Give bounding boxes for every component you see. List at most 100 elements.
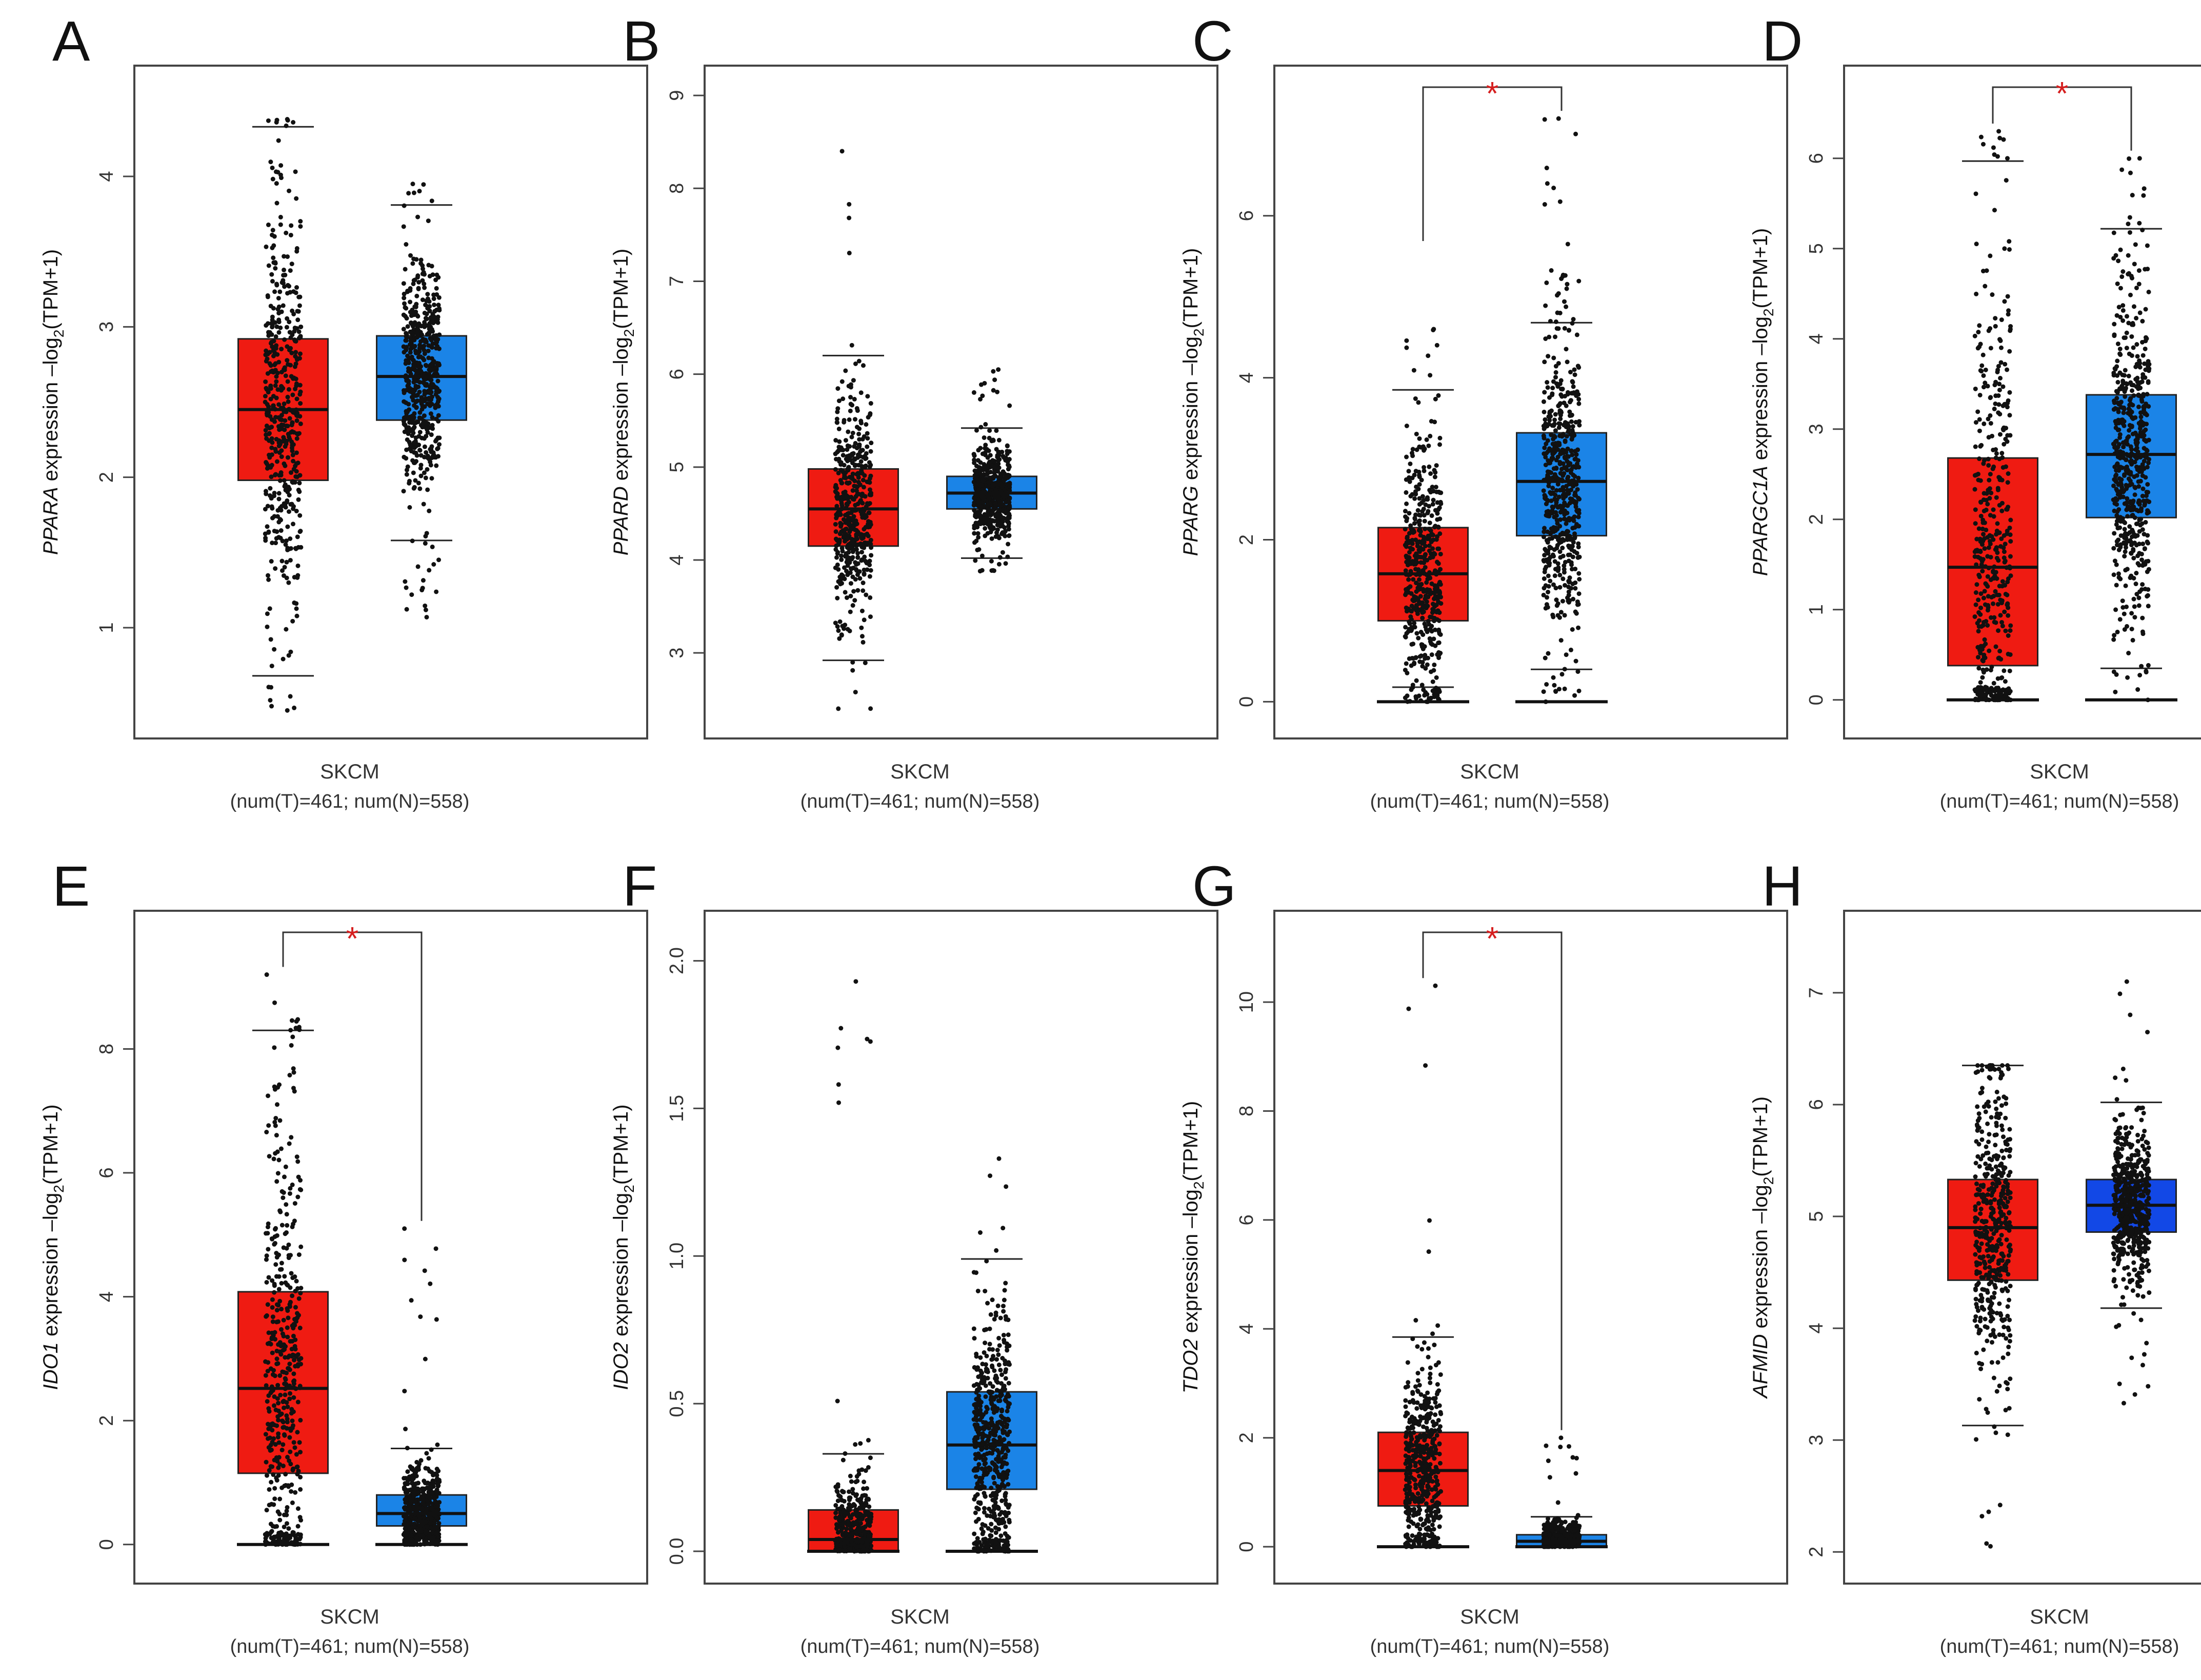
data-point [1571,384,1576,389]
data-point [288,232,293,237]
data-point [430,423,435,428]
data-point [283,1392,288,1397]
data-point [408,299,413,305]
data-point [422,351,427,356]
data-point [298,401,303,406]
data-point [295,1194,301,1199]
data-point [1977,456,1982,462]
data-point [2117,525,2123,530]
data-point [1549,408,1554,413]
data-point [2125,496,2130,501]
y-axis-gene: PPARGC1A [1749,466,1772,576]
data-point [1559,672,1565,677]
data-point [274,374,279,379]
data-point [421,502,426,507]
data-point [431,316,436,321]
data-point [424,614,429,619]
data-point [277,1412,283,1417]
data-point [1558,416,1563,422]
data-point [1436,594,1442,599]
data-point [1433,508,1438,513]
data-point [423,303,428,308]
data-point [427,508,432,513]
data-point [1007,449,1012,454]
data-point [1982,652,1987,657]
data-point [290,452,295,457]
data-point [276,496,282,502]
data-point [280,1331,285,1336]
data-point [847,628,852,633]
data-point [264,1508,269,1513]
data-point [2146,604,2151,609]
data-point [1437,435,1443,441]
data-point [1001,507,1006,512]
data-point [2133,415,2138,420]
data-point [1568,370,1573,375]
data-point [279,1307,284,1312]
panel-label: A [52,10,90,73]
data-point [418,261,424,266]
data-point [2130,431,2135,436]
data-point [856,479,861,485]
panel-label: B [623,10,660,73]
data-point [836,448,841,453]
data-point [2128,538,2133,543]
data-point [1979,443,1984,448]
data-point [423,541,428,546]
data-point [1430,688,1435,693]
data-point [2135,561,2140,566]
data-point [281,273,286,278]
data-point [297,383,303,388]
data-point [277,1298,283,1304]
data-point [285,455,290,460]
data-point [264,1459,269,1465]
data-point [293,1537,298,1542]
data-point [298,219,303,224]
data-point [1554,513,1559,518]
data-point [2140,318,2145,324]
data-point [2146,587,2151,592]
data-point [1431,497,1436,503]
data-point [1551,554,1556,559]
data-point [990,568,995,573]
data-point [1976,666,1982,671]
data-point [283,1231,288,1236]
data-point [283,1472,288,1477]
data-point [1553,370,1558,375]
data-point [291,442,296,447]
data-point [269,1335,274,1340]
data-point [427,388,432,393]
data-point [266,390,271,395]
data-point [1424,599,1429,604]
data-point [1552,417,1557,423]
data-point [1569,437,1574,442]
data-point [1983,581,1988,586]
data-point [404,378,409,383]
data-point [1576,541,1581,546]
data-point [298,1356,304,1361]
data-point [292,364,297,369]
data-point [270,1350,275,1355]
data-point [270,1305,275,1310]
data-point [1421,687,1426,692]
data-point [848,402,853,407]
data-point [1981,461,1986,466]
y-axis-text: expression –log [1179,336,1202,486]
data-point [288,290,293,295]
data-point [2139,587,2144,592]
data-point [836,628,841,633]
data-point [861,363,866,368]
data-point [1993,687,1998,692]
data-point [282,1524,287,1529]
data-point [287,330,292,335]
data-point [2136,500,2141,505]
data-point [1575,524,1580,529]
data-point [272,528,277,533]
data-point [2134,464,2139,469]
data-point [1549,457,1554,463]
sample-counts: (num(T)=461; num(N)=558) [1940,791,2179,812]
data-point [2127,483,2132,488]
data-point [2139,521,2145,526]
data-point [859,542,864,547]
data-point [270,165,275,170]
